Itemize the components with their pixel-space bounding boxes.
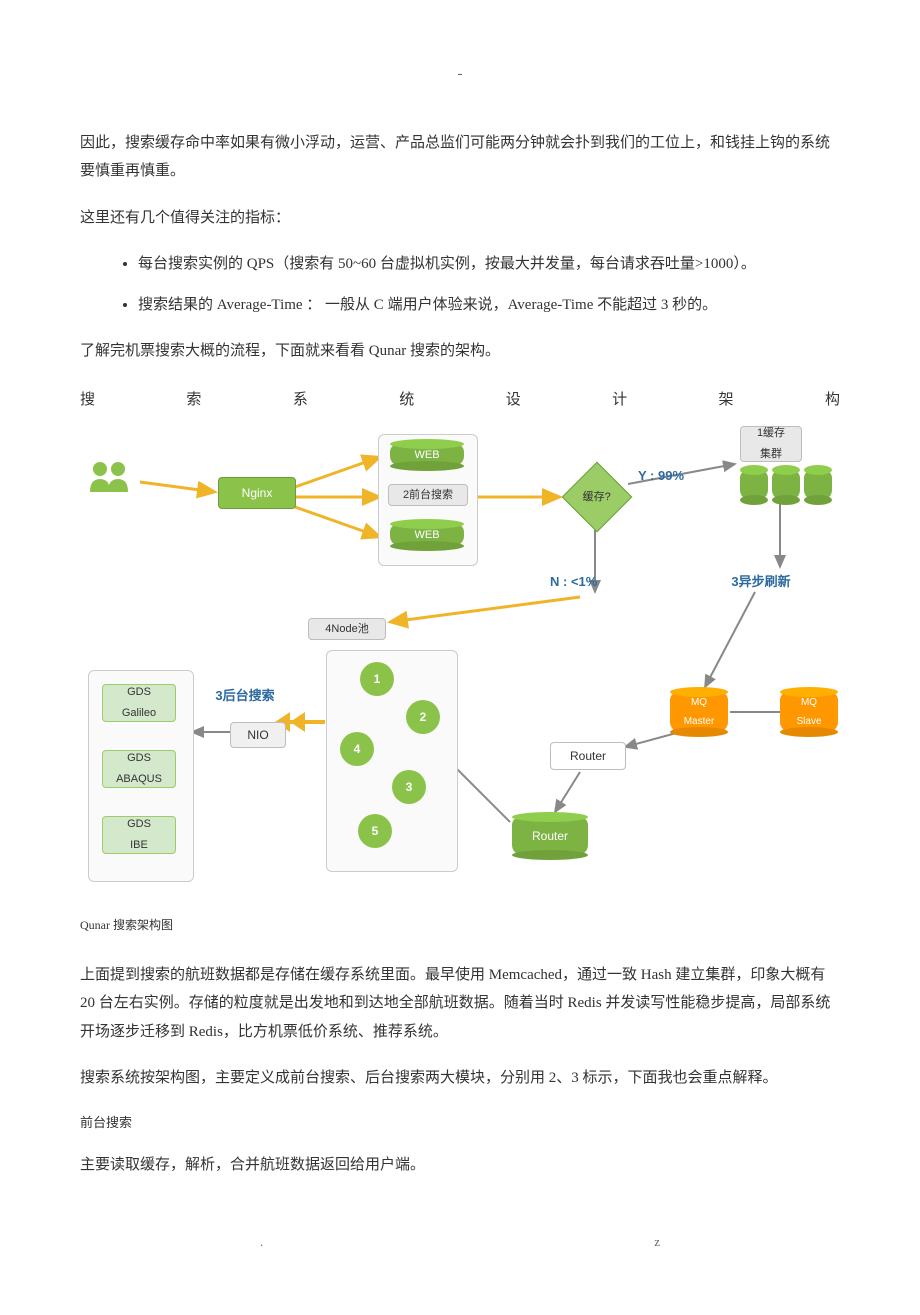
front-search-label: 2前台搜索 [388,484,468,506]
bullet-list: 每台搜索实例的 QPS（搜索有 50~60 台虚拟机实例，按最大并发量，每台请求… [80,250,840,319]
mq-master: MQ Master [670,692,728,732]
pool-node-5: 5 [358,814,392,848]
web-top: WEB [390,444,464,466]
top-dash: - [80,60,840,89]
back-search-label: 3后台搜索 [200,684,290,708]
footer-right: z [654,1230,660,1255]
cache-decision: 缓存? [562,462,633,533]
paragraph-5: 搜索系统按架构图，主要定义成前台搜索、后台搜索两大模块，分别用 2、3 标示，下… [80,1064,840,1093]
pool-node-3: 3 [392,770,426,804]
bullet-item: 搜索结果的 Average-Time ： 一般从 C 端用户体验来说，Avera… [138,291,840,320]
n-label: N : <1% [550,570,597,595]
cache-cluster-label: 1缓存 集群 [740,426,802,462]
footer-left: . [260,1230,263,1255]
node-pool-label: 4Node池 [308,618,386,640]
subsection-title: 前台搜索 [80,1111,840,1136]
footer-marks: . z [80,1230,840,1255]
paragraph-4: 上面提到搜索的航班数据都是存储在缓存系统里面。最早使用 Memcached，通过… [80,961,840,1047]
title-char: 设 [506,386,521,415]
title-char: 搜 [80,386,95,415]
gds-abaqus: GDS ABAQUS [102,750,176,788]
paragraph-1: 因此，搜索缓存命中率如果有微小浮动，运营、产品总监们可能两分钟就会扑到我们的工位… [80,129,840,186]
web-bottom: WEB [390,524,464,546]
title-char: 系 [293,386,308,415]
title-char: 计 [612,386,627,415]
y-label: Y : 99% [638,464,684,489]
cache-decision-label: 缓存? [583,487,611,508]
router-1: Router [550,742,626,770]
pool-node-1: 1 [360,662,394,696]
pool-node-4: 4 [340,732,374,766]
nginx-box: Nginx [218,477,296,509]
paragraph-3: 了解完机票搜索大概的流程，下面就来看看 Qunar 搜索的架构。 [80,337,840,366]
title-char: 统 [399,386,414,415]
section-title-spaced: 搜 索 系 统 设 计 架 构 [80,386,840,415]
nio-box: NIO [230,722,286,748]
users-icon [85,457,135,497]
title-char: 索 [186,386,201,415]
mq-slave: MQ Slave [780,692,838,732]
cache-cyl-3 [804,470,832,500]
title-char: 构 [825,386,840,415]
paragraph-6: 主要读取缓存，解析，合并航班数据返回给用户端。 [80,1151,840,1180]
pool-node-2: 2 [406,700,440,734]
async-refresh-label: 3异步刷新 [716,570,806,594]
cache-cyl-2 [772,470,800,500]
architecture-diagram: Nginx WEB 2前台搜索 WEB 缓存? Y : 99% N : <1% … [80,422,840,902]
cache-cyl-1 [740,470,768,500]
bullet-item: 每台搜索实例的 QPS（搜索有 50~60 台虚拟机实例，按最大并发量，每台请求… [138,250,840,279]
gds-galileo: GDS Galileo [102,684,176,722]
gds-ibe: GDS IBE [102,816,176,854]
router-2: Router [512,817,588,855]
paragraph-2: 这里还有几个值得关注的指标： [80,204,840,233]
title-char: 架 [719,386,734,415]
diagram-caption: Qunar 搜索架构图 [80,914,840,937]
